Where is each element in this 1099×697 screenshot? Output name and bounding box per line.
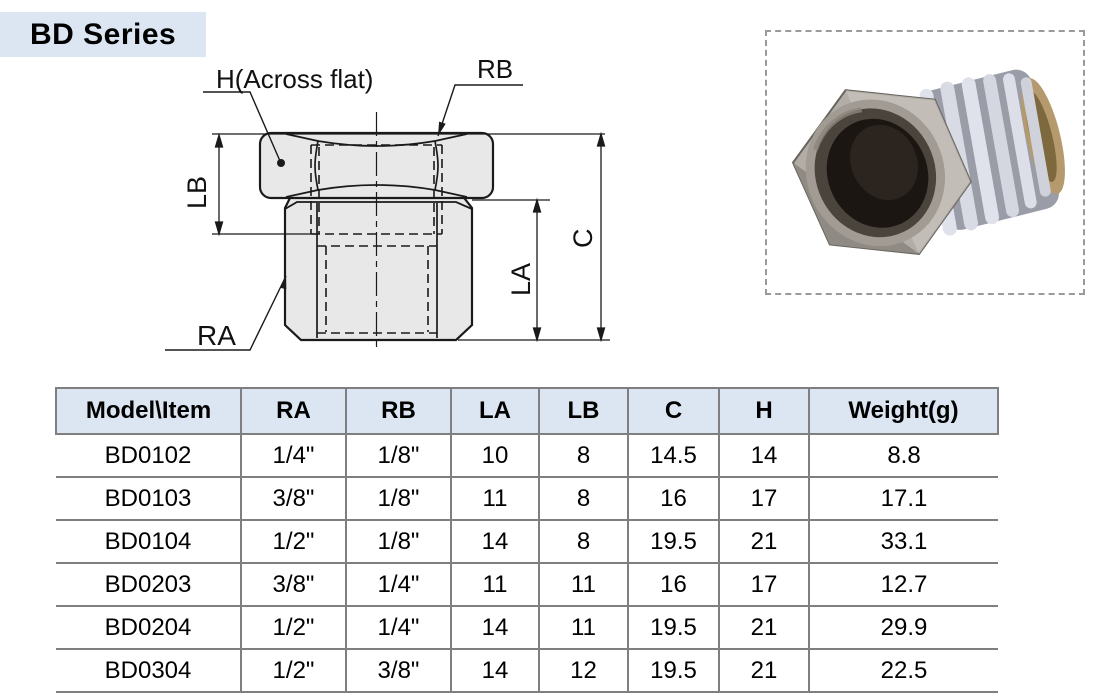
hidden-thread-lines [310, 144, 443, 334]
table-row: BD0104 1/2" 1/8" 14 8 19.5 21 33.1 [56, 519, 998, 564]
cell: 29.9 [808, 605, 998, 650]
cell: 11 [450, 476, 540, 521]
cell: 1/2" [240, 519, 347, 564]
column-header: Weight(g) [808, 387, 999, 435]
column-header: RA [240, 387, 347, 435]
cell-model: BD0102 [56, 433, 242, 478]
cell: 17 [718, 476, 810, 521]
column-header: H [718, 387, 810, 435]
technical-drawing: H(Across flat) RB RA LB LA C [165, 54, 610, 351]
cell: 8 [538, 519, 629, 564]
cell: 8 [538, 433, 629, 478]
cell-model: BD0103 [56, 476, 242, 521]
bore-lines [316, 203, 438, 338]
cell: 8 [538, 476, 629, 521]
column-header: LA [450, 387, 540, 435]
dim-label-rb: RB [477, 54, 513, 84]
table-row: BD0103 3/8" 1/8" 11 8 16 17 17.1 [56, 476, 998, 521]
cell: 1/2" [240, 648, 347, 693]
header-row: Model\Item RA RB LA LB C H Weight(g) [55, 387, 999, 435]
cell: 12 [538, 648, 629, 693]
dim-label-lb: LB [182, 176, 212, 209]
cell: 1/8" [345, 519, 452, 564]
cell: 10 [450, 433, 540, 478]
cell: 21 [718, 605, 810, 650]
product-photo [791, 69, 1065, 255]
column-header: RB [345, 387, 452, 435]
cell: 12.7 [808, 562, 998, 607]
cell: 1/4" [240, 433, 347, 478]
page-title: BD Series [30, 18, 177, 51]
cell-model: BD0203 [56, 562, 242, 607]
cell: 1/2" [240, 605, 347, 650]
cell: 3/8" [240, 562, 347, 607]
cell: 22.5 [808, 648, 998, 693]
hex-head-photo [791, 89, 972, 255]
table-row: BD0102 1/4" 1/8" 10 8 14.5 14 8.8 [56, 433, 998, 478]
cell: 19.5 [627, 648, 720, 693]
title-banner: BD Series [0, 12, 206, 57]
column-header: Model\Item [55, 387, 242, 435]
dim-label-la: LA [506, 263, 536, 296]
cell: 14 [450, 519, 540, 564]
cell: 14 [718, 433, 810, 478]
cell-model: BD0204 [56, 605, 242, 650]
column-header: C [627, 387, 720, 435]
cell: 21 [718, 648, 810, 693]
leader-lines [165, 84, 523, 351]
cell: 14.5 [627, 433, 720, 478]
cell: 11 [538, 562, 629, 607]
cell-model: BD0104 [56, 519, 242, 564]
cell: 3/8" [345, 648, 452, 693]
cell-model: BD0304 [56, 648, 242, 693]
cell: 16 [627, 562, 720, 607]
dim-label-h: H(Across flat) [216, 64, 373, 94]
table-row: BD0203 3/8" 1/4" 11 11 16 17 12.7 [56, 562, 998, 607]
table-row: BD0204 1/2" 1/4" 14 11 19.5 21 29.9 [56, 605, 998, 650]
spec-table: Model\Item RA RB LA LB C H Weight(g) BD0… [55, 387, 999, 693]
cell: 33.1 [808, 519, 998, 564]
table-row: BD0304 1/2" 3/8" 14 12 19.5 21 22.5 [56, 648, 998, 693]
cell: 11 [450, 562, 540, 607]
cell: 14 [450, 648, 540, 693]
cell: 14 [450, 605, 540, 650]
threaded-end [917, 69, 1065, 236]
cell: 1/4" [345, 562, 452, 607]
cell: 19.5 [627, 519, 720, 564]
dim-label-c: C [568, 229, 598, 249]
dimension-lines [212, 131, 610, 343]
cell: 8.8 [808, 433, 998, 478]
cell: 3/8" [240, 476, 347, 521]
fitting-body [283, 192, 474, 342]
cell: 16 [627, 476, 720, 521]
cell: 1/4" [345, 605, 452, 650]
cell: 1/8" [345, 476, 452, 521]
cell: 11 [538, 605, 629, 650]
cell: 19.5 [627, 605, 720, 650]
dim-label-ra: RA [197, 320, 236, 351]
cell: 21 [718, 519, 810, 564]
cell: 17 [718, 562, 810, 607]
product-photo-frame [765, 30, 1085, 295]
column-header: LB [538, 387, 629, 435]
cell: 17.1 [808, 476, 998, 521]
cell: 1/8" [345, 433, 452, 478]
